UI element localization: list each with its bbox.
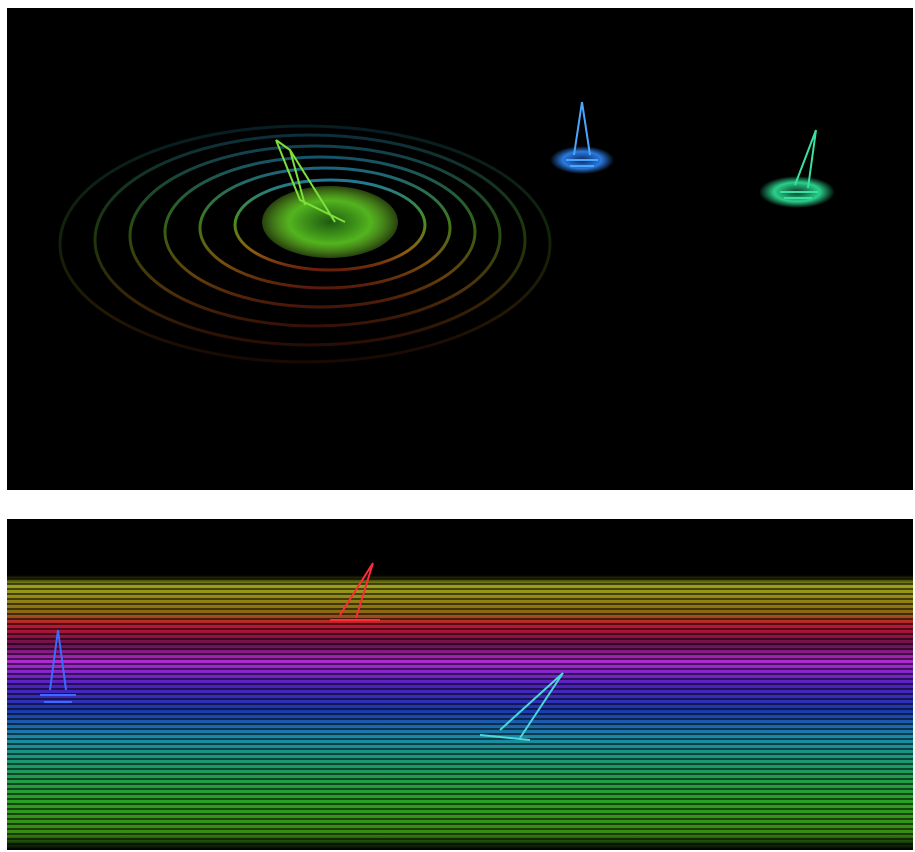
top-panel	[7, 8, 913, 490]
visualization	[0, 0, 915, 852]
green-disk	[262, 186, 398, 258]
scan-lines	[7, 519, 913, 850]
page	[0, 0, 915, 852]
